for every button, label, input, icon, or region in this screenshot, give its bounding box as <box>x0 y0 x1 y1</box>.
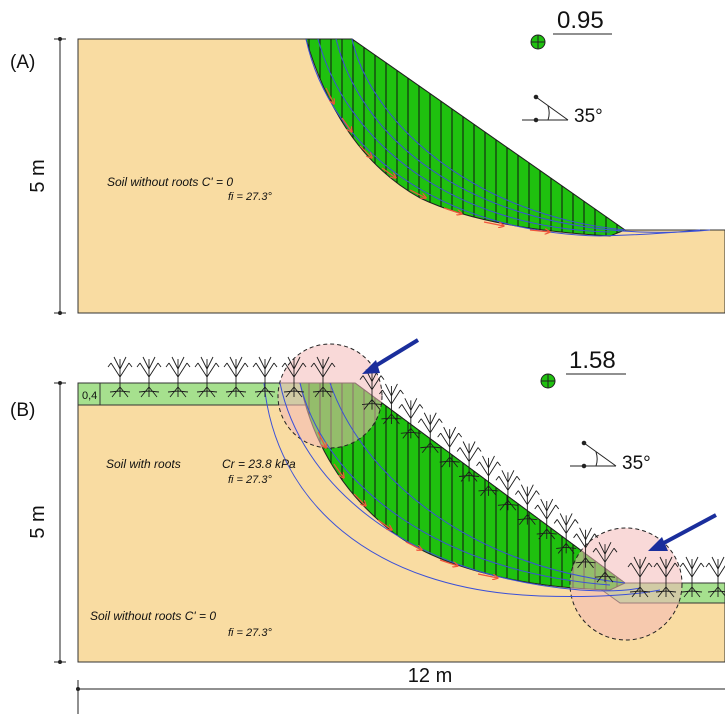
tree-icon <box>310 356 336 398</box>
blue-arrow-icon <box>370 338 420 370</box>
tree-icon <box>592 541 618 583</box>
tree-icon <box>252 356 278 398</box>
panel-b-factor-of-safety: 1.58 <box>540 347 626 389</box>
panel-a-slip-surface <box>351 38 626 231</box>
panel-b-angle-label: 35° <box>622 453 651 474</box>
tree-icon <box>194 356 220 398</box>
panel-a-slip-surface <box>305 38 701 237</box>
blue-arrow-icon <box>659 513 717 547</box>
panel-a-movement-arrows <box>325 87 550 232</box>
tree-icon <box>379 383 404 425</box>
tree-icon <box>476 455 501 497</box>
tree-icon <box>398 398 424 439</box>
tree-icon <box>107 356 133 398</box>
tree-icon <box>417 412 443 454</box>
panel-b-slip-surface <box>263 382 661 598</box>
panel-a-height-label: 5 m <box>27 159 49 192</box>
tree-icon <box>223 356 249 398</box>
tree-icon <box>437 426 463 468</box>
panel-b-reinforcement-arrows <box>362 338 717 551</box>
tree-icon <box>495 470 521 511</box>
tree-icon <box>573 527 598 569</box>
panel-b-soil-label: Soil without roots C' = 0 <box>90 609 216 623</box>
panel-a-label: (A) <box>10 52 35 73</box>
tree-icon <box>534 498 560 540</box>
panel-a-slip-surface <box>317 38 611 233</box>
panel-a-soil-label: Soil without roots C' = 0 <box>107 175 233 189</box>
panel-b-vegetation <box>107 356 725 598</box>
panel-b-root-depth-label: 0,4 <box>82 390 97 402</box>
panel-a-angle-label: 35° <box>574 106 603 127</box>
panel-a-slope-angle <box>522 94 569 123</box>
tree-icon <box>165 356 191 398</box>
tree-icon <box>359 369 385 410</box>
panel-a: (A) 5 m <box>10 7 725 315</box>
tree-icon <box>679 556 705 598</box>
tree-icon <box>281 356 307 398</box>
width-dimension: 12 m <box>76 665 725 714</box>
panel-b-movement-arrows <box>317 431 498 578</box>
panel-a-slip-surface <box>335 38 711 233</box>
panel-b-root-cohesion-label: Cr = 23.8 kPa <box>222 457 296 471</box>
panel-b-root-influence-circle <box>569 527 683 641</box>
panel-b-label: (B) <box>10 400 35 421</box>
tree-icon <box>553 513 579 554</box>
panel-a-fos-value: 0.95 <box>557 7 604 34</box>
tree-icon <box>514 484 540 525</box>
panel-b-slip-surface <box>299 382 611 586</box>
panel-b: (B) 5 m <box>10 338 725 664</box>
tree-icon <box>136 356 162 398</box>
panel-b-friction-label: fi = 27.3° <box>228 627 272 639</box>
panel-b-slope-angle <box>570 440 617 469</box>
panel-b-slip-surface <box>329 382 626 584</box>
panel-b-roots-friction-label: fi = 27.3° <box>228 474 272 486</box>
panel-b-fos-value: 1.58 <box>569 347 616 374</box>
tree-icon <box>705 556 725 598</box>
tree-icon <box>627 556 653 598</box>
panel-b-height-label: 5 m <box>27 505 49 538</box>
tree-icon <box>653 556 679 598</box>
width-label: 12 m <box>408 665 452 687</box>
tree-icon <box>456 441 482 482</box>
panel-b-roots-label: Soil with roots <box>106 457 181 471</box>
panel-a-factor-of-safety: 0.95 <box>530 7 612 50</box>
panel-a-friction-label: fi = 27.3° <box>228 191 272 203</box>
